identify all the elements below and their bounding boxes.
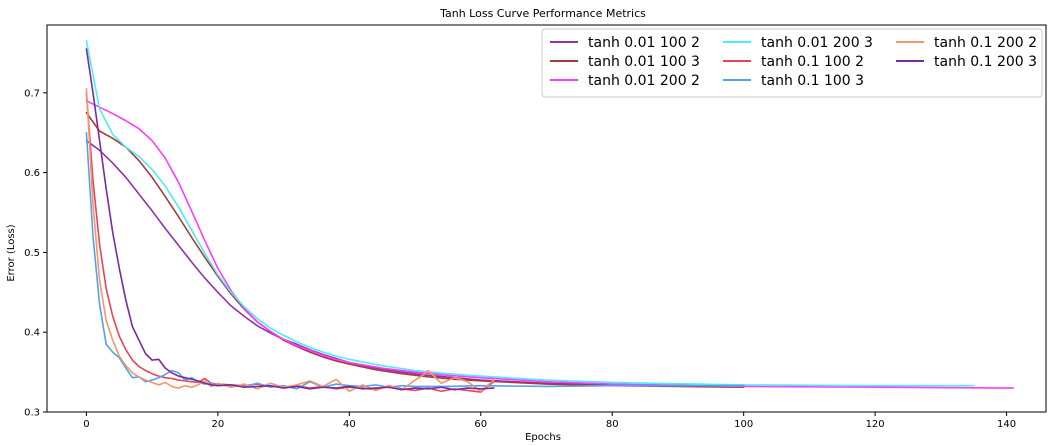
series-line-2 xyxy=(85,111,745,389)
plot-area: 0 20 40 60 80 100 120 140 0.3 0.4 0.5 0.6 0.7 xyxy=(24,24,1047,430)
x-tick-label: 0 xyxy=(83,419,89,430)
x-tick-label: 100 xyxy=(734,419,753,430)
y-tick-label: 0.5 xyxy=(24,248,40,259)
y-axis-label: Error (Loss) xyxy=(6,224,17,281)
x-tick-label: 140 xyxy=(997,419,1016,430)
x-tick-label: 40 xyxy=(343,419,356,430)
y-tick-label: 0.7 xyxy=(24,88,40,99)
legend-label: tanh 0.01 200 2 xyxy=(588,73,700,89)
x-tick-label: 60 xyxy=(474,419,487,430)
series-line-6 xyxy=(85,131,745,390)
x-axis-label: Epochs xyxy=(525,432,561,443)
plot-frame xyxy=(46,24,1047,413)
series-line-8 xyxy=(85,48,495,391)
legend-label: tanh 0.1 200 2 xyxy=(934,35,1037,51)
legend: tanh 0.01 100 2 tanh 0.01 100 3 tanh 0.01 … xyxy=(541,28,1043,98)
legend-label: tanh 0.1 100 3 xyxy=(761,73,864,89)
legend-label: tanh 0.1 100 2 xyxy=(761,54,864,70)
legend-label: tanh 0.01 100 3 xyxy=(588,54,700,70)
legend-box xyxy=(541,28,1043,98)
y-tick-label: 0.3 xyxy=(24,408,40,419)
y-tick-label: 0.6 xyxy=(24,168,40,179)
legend-label: tanh 0.1 200 3 xyxy=(934,54,1037,70)
series-line-7 xyxy=(85,88,495,393)
y-tick-label: 0.4 xyxy=(24,328,40,339)
legend-label: tanh 0.01 100 2 xyxy=(588,35,700,51)
x-tick-label: 20 xyxy=(212,419,225,430)
series-line-4 xyxy=(85,40,975,387)
series-line-1 xyxy=(85,139,745,388)
series-line-3 xyxy=(85,100,1014,389)
chart-title: Tanh Loss Curve Performance Metrics xyxy=(439,7,646,20)
x-tick-label: 120 xyxy=(866,419,885,430)
legend-label: tanh 0.01 200 3 xyxy=(761,35,873,51)
series-group xyxy=(85,40,1014,393)
series-line-5 xyxy=(85,92,495,393)
x-tick-label: 80 xyxy=(606,419,619,430)
